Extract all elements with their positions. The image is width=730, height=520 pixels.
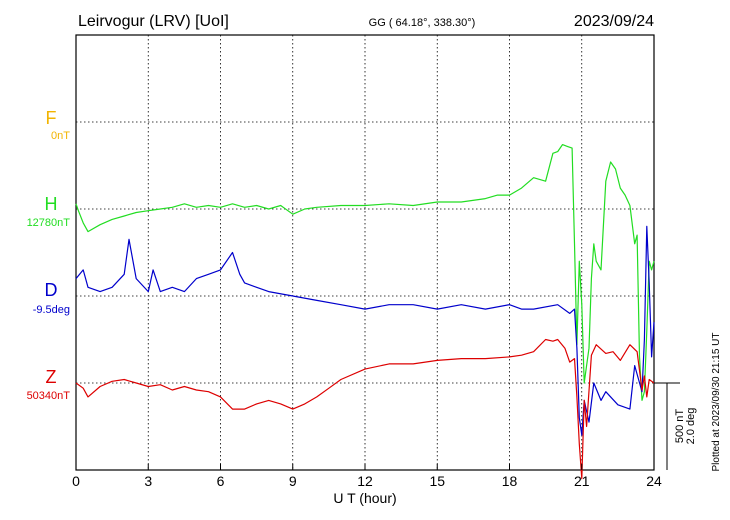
- date-label: 2023/09/24: [574, 13, 654, 30]
- x-tick-label: 18: [502, 473, 518, 489]
- trace-h: [75, 144, 655, 401]
- channel-d-base: -9.5deg: [33, 304, 70, 316]
- traces: [75, 144, 655, 480]
- x-tick-label: 6: [217, 473, 225, 489]
- channel-z-base: 50340nT: [27, 390, 71, 402]
- trace-d: [75, 225, 655, 436]
- station-title: Leirvogur (LRV) [UoI]: [78, 13, 229, 30]
- channel-d-letter: D: [45, 280, 58, 300]
- plotted-note: Plotted at 2023/09/30 21:15 UT: [711, 333, 722, 472]
- coords-label: GG ( 64.18°, 338.30°): [369, 17, 476, 29]
- x-tick-labels: 0 3 6 9 12 15 18 21 24: [72, 464, 662, 489]
- channel-f-letter: F: [46, 108, 57, 128]
- scale-bar: [654, 382, 680, 470]
- x-tick-label: 3: [144, 473, 152, 489]
- x-tick-label: 21: [574, 473, 590, 489]
- x-tick-label: 12: [357, 473, 373, 489]
- channel-h-letter: H: [45, 194, 58, 214]
- trace-z: [75, 338, 655, 480]
- x-axis-label: U T (hour): [333, 490, 396, 506]
- x-tick-label: 15: [429, 473, 445, 489]
- channel-z-letter: Z: [46, 367, 57, 387]
- scale-label-deg: 2.0 deg: [685, 408, 697, 445]
- channel-h-base: 12780nT: [27, 217, 71, 229]
- x-tick-label: 9: [289, 473, 297, 489]
- scale-label-nt: 500 nT: [674, 409, 686, 444]
- channel-f-base: 0nT: [51, 130, 70, 142]
- x-tick-label: 0: [72, 473, 80, 489]
- x-tick-label: 24: [646, 473, 662, 489]
- plot-grid: [76, 35, 654, 470]
